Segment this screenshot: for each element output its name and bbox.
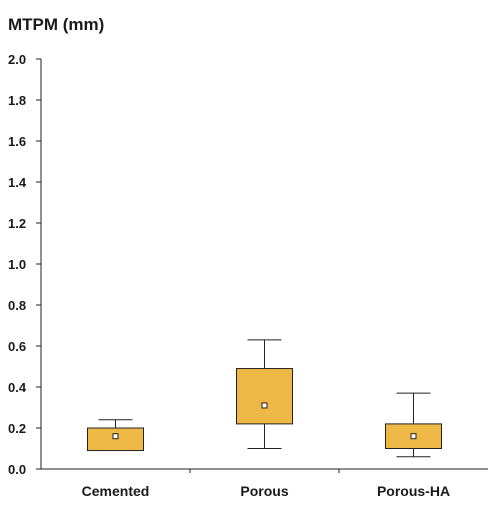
- y-tick-label: 0.6: [8, 339, 26, 354]
- box-porous-ha: [385, 392, 442, 458]
- median-marker: [410, 433, 417, 440]
- iqr-box: [87, 427, 144, 452]
- iqr-box: [236, 368, 293, 425]
- x-axis-ticks: Cemented Porous Porous-HA: [82, 469, 450, 499]
- y-tick-label: 1.0: [8, 257, 26, 272]
- y-tick-label: 1.8: [8, 93, 26, 108]
- y-tick-label: 0.4: [8, 380, 27, 395]
- x-tick-label: Porous-HA: [377, 483, 450, 499]
- box-series: [87, 339, 442, 458]
- y-tick-label: 1.2: [8, 216, 26, 231]
- box-cemented: [87, 419, 144, 452]
- y-tick-label: 1.6: [8, 134, 26, 149]
- y-tick-label: 0.8: [8, 298, 26, 313]
- x-tick-label: Porous: [240, 483, 288, 499]
- y-axis-title: MTPM (mm): [8, 15, 104, 34]
- y-tick-label: 0.2: [8, 421, 26, 436]
- y-tick-label: 1.4: [8, 175, 27, 190]
- median-marker: [261, 402, 268, 409]
- x-tick-label: Cemented: [82, 483, 150, 499]
- y-tick-label: 2.0: [8, 52, 26, 67]
- box-porous: [236, 339, 293, 449]
- y-tick-label: 0.0: [8, 462, 26, 477]
- y-axis-ticks: 0.0 0.2 0.4 0.6 0.8 1.0 1.2 1.4 1.6 1.8 2.0: [8, 52, 41, 477]
- median-marker: [112, 433, 119, 440]
